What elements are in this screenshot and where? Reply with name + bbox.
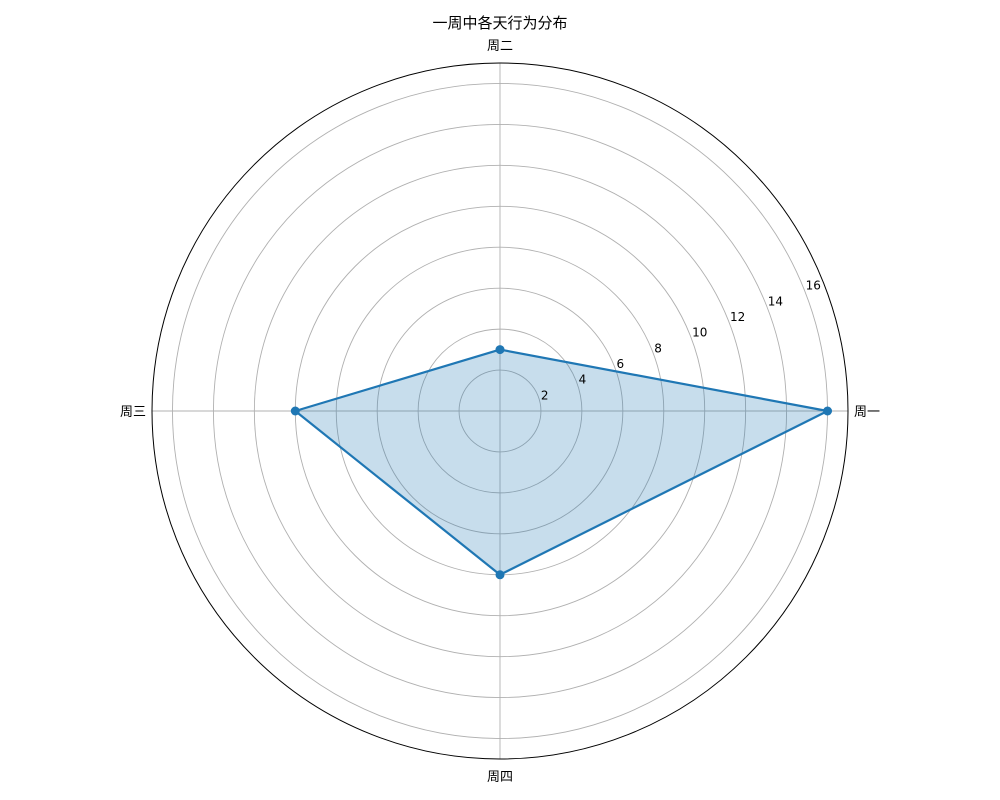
data-point-周二 xyxy=(495,345,505,355)
category-label-周三: 周三 xyxy=(120,405,146,420)
chart-title: 一周中各天行为分布 xyxy=(432,14,567,32)
data-point-周一 xyxy=(823,406,833,416)
category-label-周一: 周一 xyxy=(854,405,880,420)
category-label-周四: 周四 xyxy=(487,770,513,785)
data-point-周三 xyxy=(290,406,300,416)
radial-tick-label-16: 16 xyxy=(806,279,821,293)
radial-tick-label-10: 10 xyxy=(692,326,707,340)
radial-tick-label-6: 6 xyxy=(616,357,624,371)
data-point-周四 xyxy=(495,570,505,580)
polar-frame xyxy=(151,62,849,760)
radial-tick-label-4: 4 xyxy=(579,373,587,387)
series-area-fill xyxy=(295,349,828,575)
frame-layer xyxy=(151,62,849,760)
category-label-周二: 周二 xyxy=(487,39,513,54)
radial-tick-label-12: 12 xyxy=(730,310,745,324)
radial-tick-label-14: 14 xyxy=(768,294,783,308)
series-layer xyxy=(290,345,833,580)
radial-tick-label-8: 8 xyxy=(654,341,662,355)
radial-tick-label-2: 2 xyxy=(541,388,549,402)
